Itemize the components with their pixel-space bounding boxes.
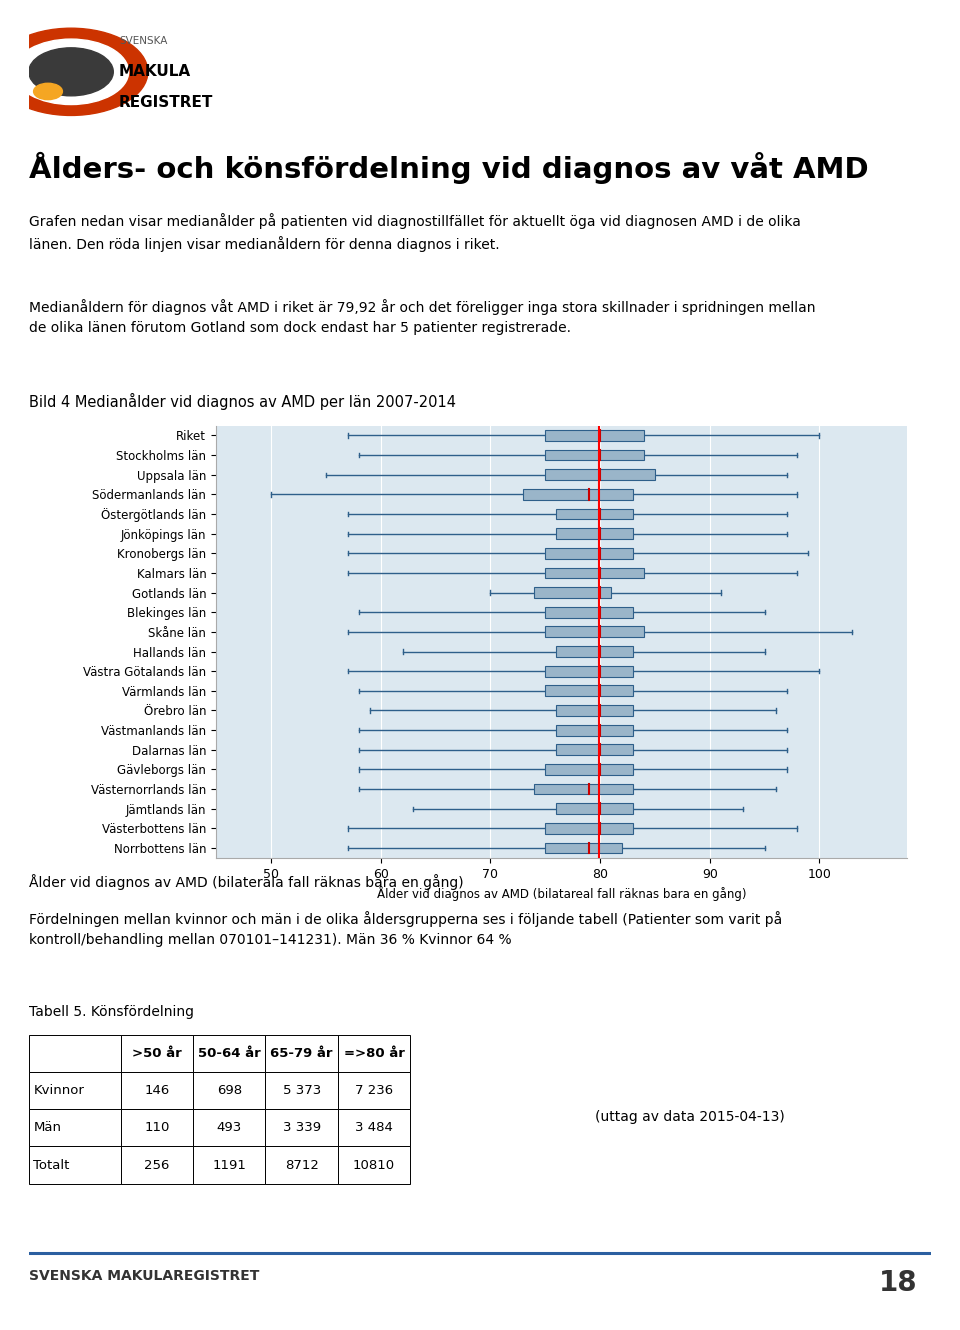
Text: 698: 698 <box>217 1084 242 1097</box>
Bar <box>266 1072 338 1109</box>
Circle shape <box>29 48 113 96</box>
Text: 1191: 1191 <box>212 1158 246 1172</box>
Text: REGISTRET: REGISTRET <box>119 94 213 110</box>
Circle shape <box>0 28 148 116</box>
Text: Grafen nedan visar medianålder på patienten vid diagnostillfället för aktuellt ö: Grafen nedan visar medianålder på patien… <box>29 213 801 251</box>
Bar <box>545 626 644 637</box>
Bar <box>534 588 611 598</box>
Bar <box>534 783 633 794</box>
Circle shape <box>13 39 129 105</box>
Text: Ålder vid diagnos av AMD (bilaterala fall räknas bara en gång): Ålder vid diagnos av AMD (bilaterala fal… <box>29 874 464 890</box>
Bar <box>545 430 644 440</box>
Bar <box>193 1035 266 1072</box>
Bar <box>29 1072 121 1109</box>
Text: 146: 146 <box>144 1084 170 1097</box>
Bar <box>338 1035 410 1072</box>
Bar <box>121 1035 193 1072</box>
Text: Medianåldern för diagnos våt AMD i riket är 79,92 år och det föreligger inga sto: Medianåldern för diagnos våt AMD i riket… <box>29 299 815 335</box>
Text: SVENSKA: SVENSKA <box>119 36 167 47</box>
Text: MAKULA: MAKULA <box>119 64 191 80</box>
Bar <box>556 725 633 735</box>
Text: Totalt: Totalt <box>34 1158 70 1172</box>
Text: 50-64 år: 50-64 år <box>198 1047 260 1060</box>
Bar <box>556 508 633 520</box>
Text: >50 år: >50 år <box>132 1047 181 1060</box>
Text: 7 236: 7 236 <box>355 1084 393 1097</box>
X-axis label: Ålder vid diagnos av AMD (bilatareal fall räknas bara en gång): Ålder vid diagnos av AMD (bilatareal fal… <box>377 886 746 902</box>
Bar <box>556 705 633 716</box>
Circle shape <box>34 84 62 100</box>
Bar <box>338 1109 410 1146</box>
Text: 3 484: 3 484 <box>355 1121 393 1134</box>
Bar <box>545 823 633 834</box>
Text: 110: 110 <box>144 1121 170 1134</box>
Bar <box>545 548 633 559</box>
Text: Män: Män <box>34 1121 61 1134</box>
Bar <box>523 489 633 500</box>
Text: 5 373: 5 373 <box>282 1084 321 1097</box>
Bar <box>545 763 633 775</box>
Text: 493: 493 <box>217 1121 242 1134</box>
Bar <box>556 745 633 755</box>
Bar <box>29 1146 121 1184</box>
Text: Tabell 5. Könsfördelning: Tabell 5. Könsfördelning <box>29 1005 194 1019</box>
Bar <box>266 1035 338 1072</box>
Bar <box>545 450 644 460</box>
Bar <box>545 843 622 854</box>
Bar <box>193 1072 266 1109</box>
Bar <box>29 1109 121 1146</box>
Bar <box>121 1146 193 1184</box>
Bar <box>545 568 644 579</box>
Bar <box>545 606 633 617</box>
Bar <box>121 1072 193 1109</box>
Bar <box>556 803 633 814</box>
Text: Kvinnor: Kvinnor <box>34 1084 84 1097</box>
Text: 256: 256 <box>144 1158 170 1172</box>
Bar <box>556 528 633 539</box>
Text: SVENSKA MAKULAREGISTRET: SVENSKA MAKULAREGISTRET <box>29 1269 259 1283</box>
Bar <box>556 646 633 657</box>
Text: (uttag av data 2015-04-13): (uttag av data 2015-04-13) <box>595 1109 785 1124</box>
Bar <box>545 666 633 677</box>
Text: Fördelningen mellan kvinnor och män i de olika åldersgrupperna ses i följande ta: Fördelningen mellan kvinnor och män i de… <box>29 911 782 947</box>
Bar <box>29 1035 121 1072</box>
Text: 3 339: 3 339 <box>282 1121 321 1134</box>
Text: =>80 år: =>80 år <box>344 1047 404 1060</box>
Bar <box>338 1146 410 1184</box>
Bar <box>266 1146 338 1184</box>
Bar <box>338 1072 410 1109</box>
Bar <box>121 1109 193 1146</box>
Text: 8712: 8712 <box>285 1158 319 1172</box>
Text: 10810: 10810 <box>353 1158 396 1172</box>
Text: Bild 4 Medianålder vid diagnos av AMD per län 2007-2014: Bild 4 Medianålder vid diagnos av AMD pe… <box>29 392 456 410</box>
Bar <box>545 685 633 696</box>
Text: Ålders- och könsfördelning vid diagnos av våt AMD: Ålders- och könsfördelning vid diagnos a… <box>29 152 869 185</box>
Bar <box>266 1109 338 1146</box>
Bar <box>545 469 655 480</box>
Text: 65-79 år: 65-79 år <box>271 1047 333 1060</box>
Bar <box>193 1109 266 1146</box>
Text: 18: 18 <box>879 1269 918 1297</box>
Bar <box>193 1146 266 1184</box>
